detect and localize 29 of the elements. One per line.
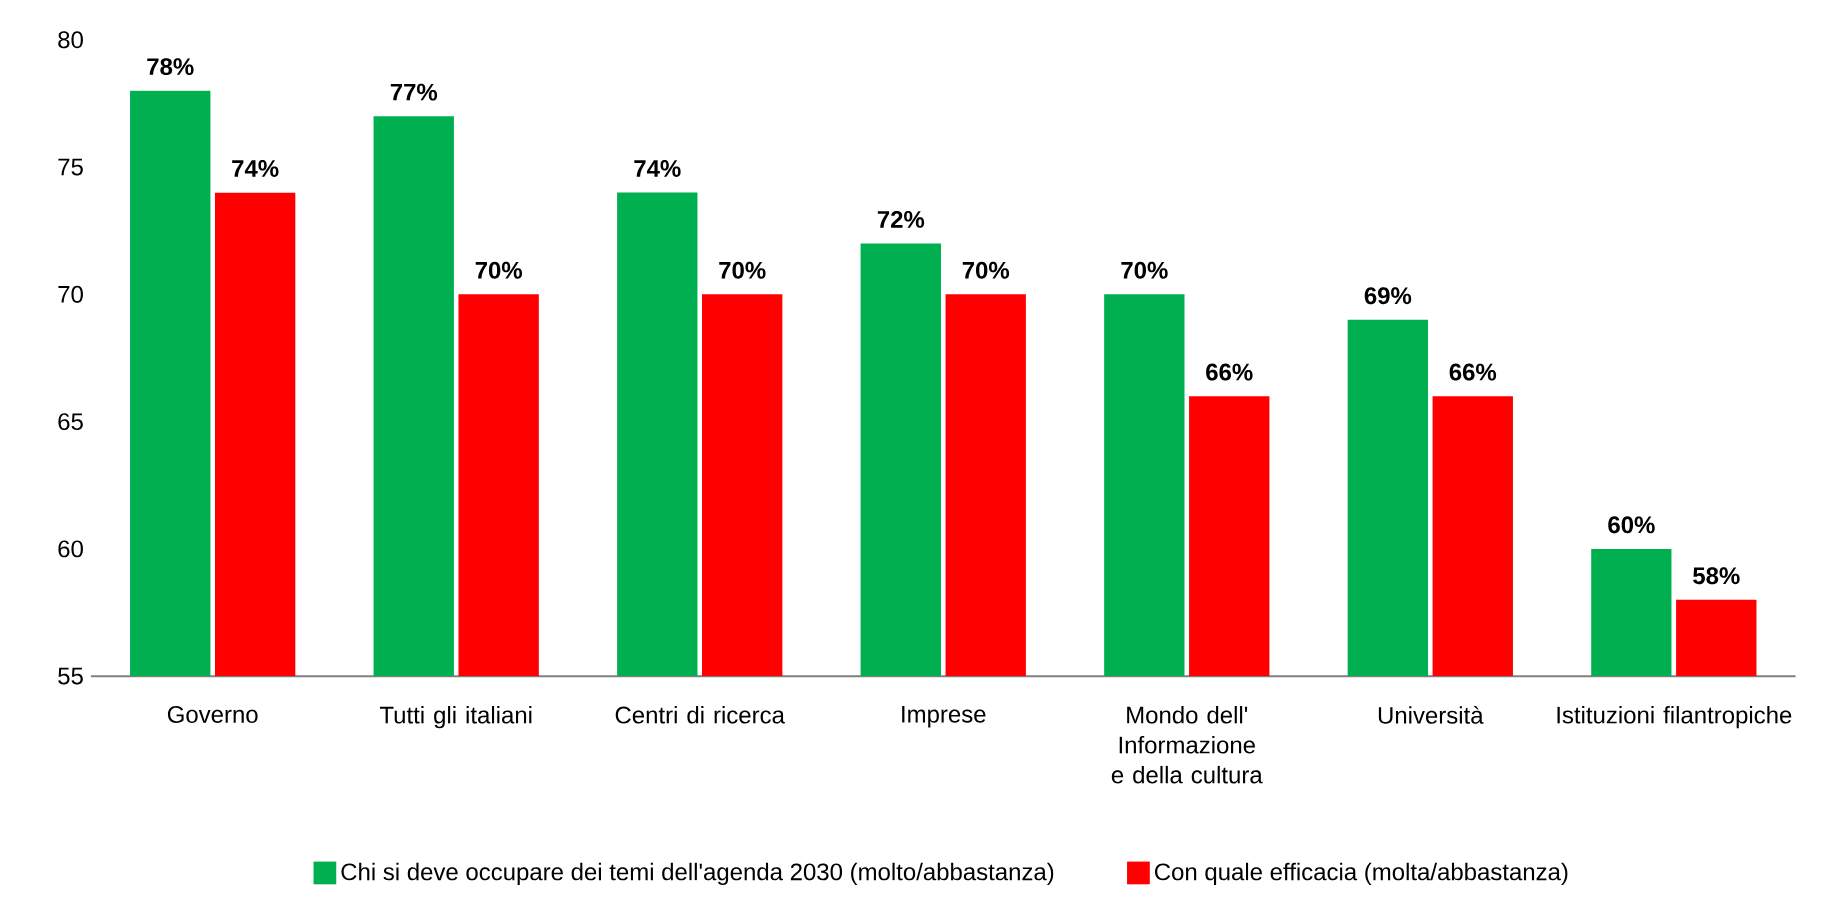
data-label: 77% [390,83,438,101]
data-label: 78% [147,58,194,76]
data-label: 66% [1449,363,1497,381]
x-tick-label: Governo [167,706,258,724]
y-tick-label: 70 [58,286,83,304]
data-label: 58% [1693,567,1740,585]
y-tick-label: 65 [58,413,83,431]
legend-label: Con quale efficacia (molta/abbastanza) [1155,863,1568,886]
x-tick-label: Università [1378,706,1484,725]
x-tick-label: Istituzioni filantropiche [1557,706,1792,729]
x-tick-label: Imprese [902,706,986,728]
data-label: 74% [232,160,279,178]
data-label: 66% [1206,363,1253,381]
data-label: 69% [1364,287,1412,305]
y-tick-label: 75 [58,158,83,176]
data-label: 70% [719,262,766,279]
data-label: 72% [877,211,925,229]
y-tick-label: 80 [58,31,83,49]
x-tick-label: Centri di ricerca [615,706,785,724]
y-tick-label: 60 [58,540,83,558]
data-label: 74% [634,160,681,178]
x-tick-label: Mondo dell' Informazione e della cultura [1111,706,1263,784]
data-label: 60% [1608,516,1655,534]
data-label: 70% [1121,262,1168,279]
x-tick-label: Tutti gli italiani [379,706,532,729]
y-tick-label: 55 [58,668,83,685]
data-label: 70% [962,262,1010,279]
legend-label: Chi si deve occupare dei temi dell'agenda 2030 (molto/abbastanza) [341,863,1054,886]
data-label: 70% [475,262,522,279]
